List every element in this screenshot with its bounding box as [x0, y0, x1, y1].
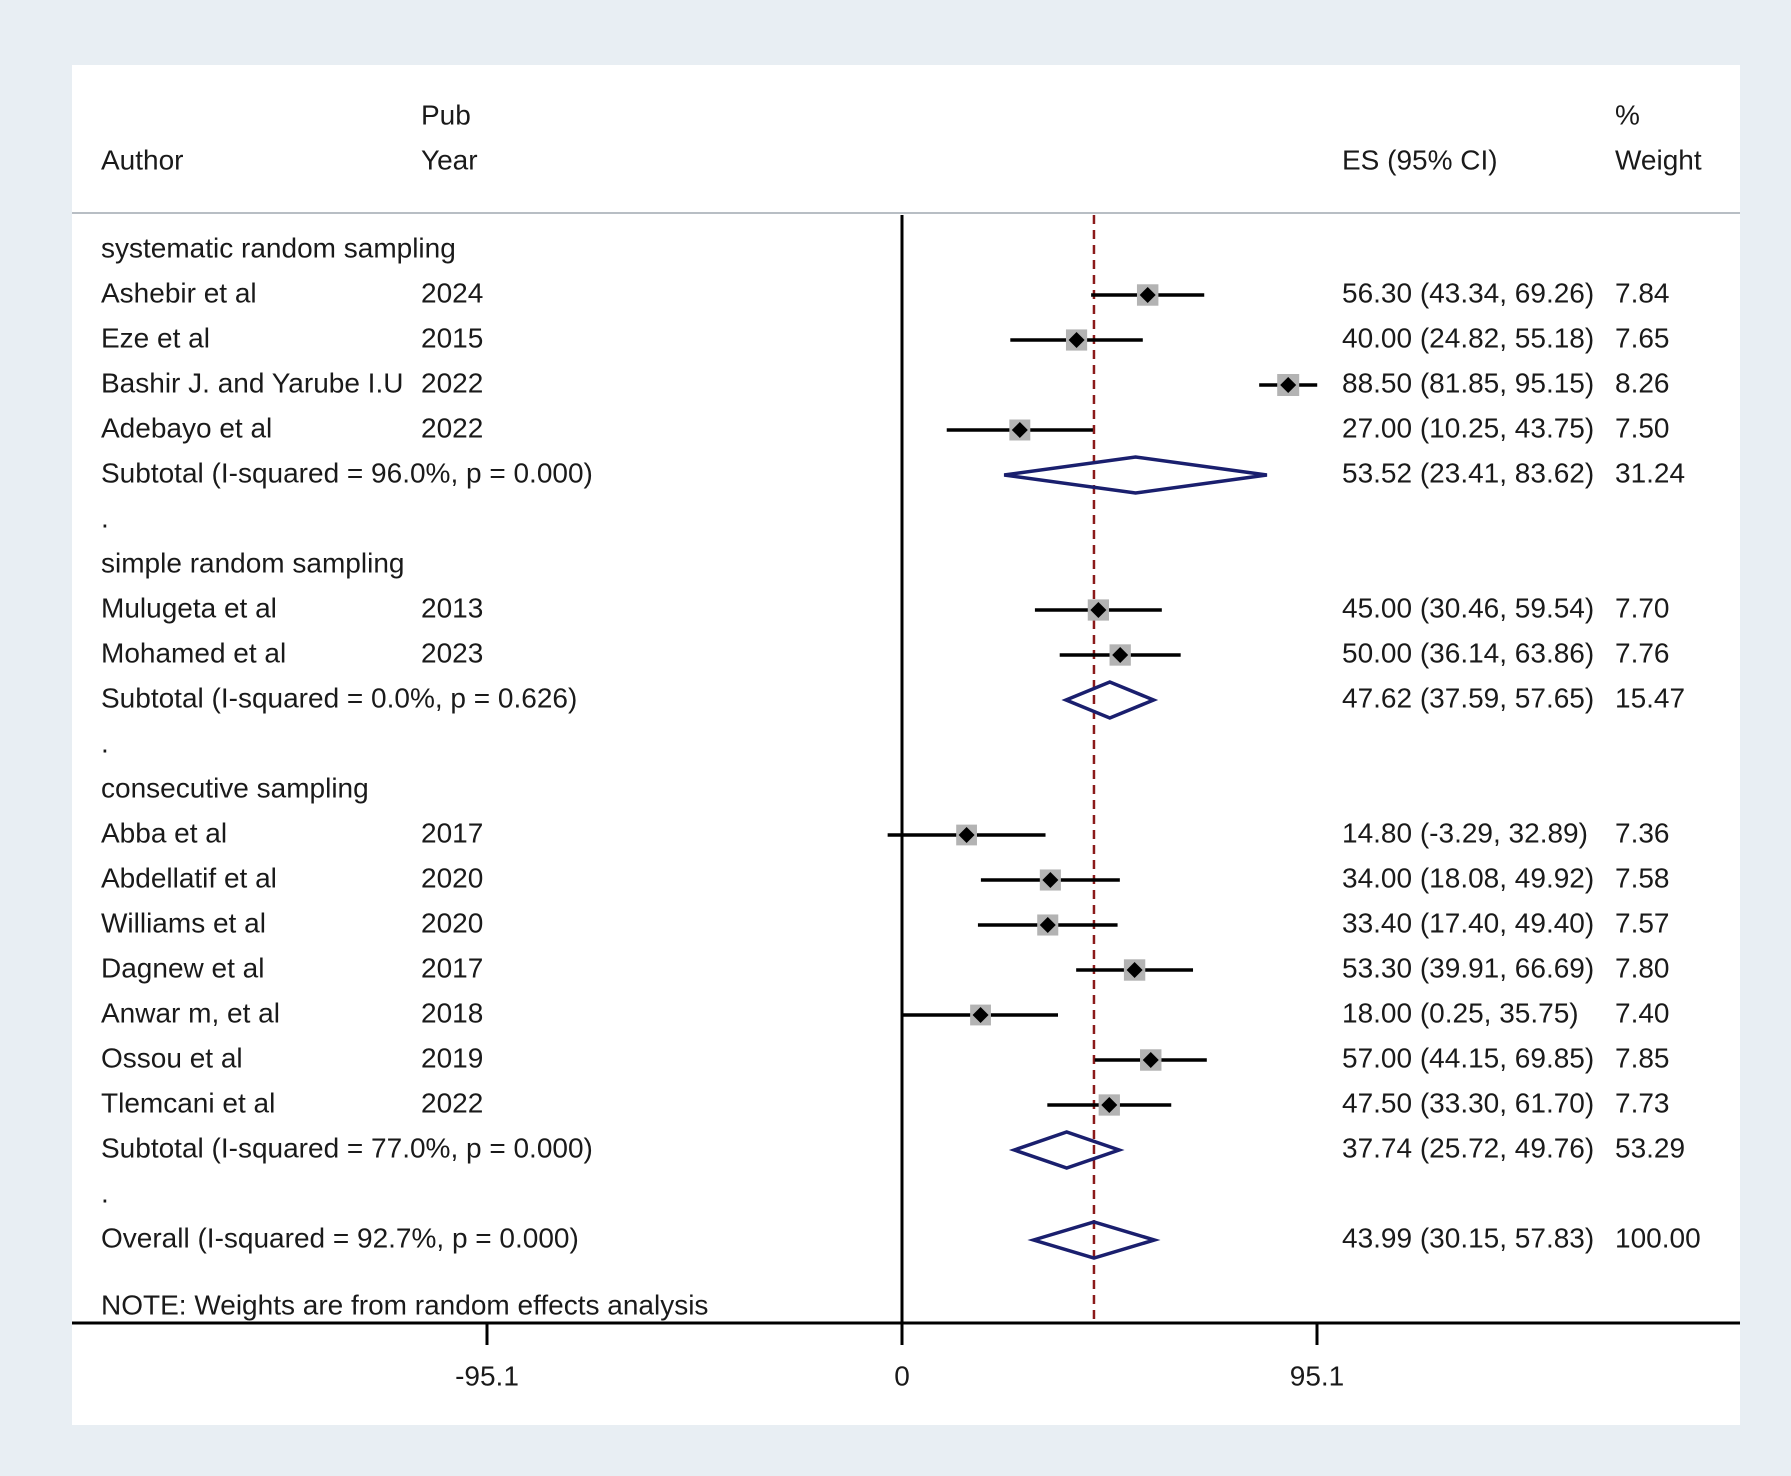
point-estimate: [1139, 287, 1156, 303]
header-es: ES (95% CI): [1342, 144, 1498, 175]
study-author: Dagnew et al: [101, 952, 264, 983]
point-estimate: [1011, 422, 1028, 438]
header-author: Author: [101, 144, 184, 175]
subtotal-es: 53.52 (23.41, 83.62): [1342, 457, 1594, 488]
study-author: Ashebir et al: [101, 277, 257, 308]
x-tick-label: 95.1: [1290, 1360, 1345, 1391]
study-es: 14.80 (-3.29, 32.89): [1342, 817, 1588, 848]
x-tick-label: -95.1: [455, 1360, 519, 1391]
subtotal-es: 47.62 (37.59, 57.65): [1342, 682, 1594, 713]
overall-es: 43.99 (30.15, 57.83): [1342, 1222, 1594, 1253]
study-es: 27.00 (10.25, 43.75): [1342, 412, 1594, 443]
point-estimate: [958, 827, 975, 843]
study-author: Ossou et al: [101, 1042, 243, 1073]
study-weight: 7.40: [1615, 997, 1670, 1028]
study-weight: 7.76: [1615, 637, 1670, 668]
study-year: 2022: [421, 1087, 483, 1118]
study-year: 2017: [421, 817, 483, 848]
subtotal-weight: 31.24: [1615, 457, 1685, 488]
group-separator: .: [101, 502, 109, 533]
subtotal-es: 37.74 (25.72, 49.76): [1342, 1132, 1594, 1163]
x-tick-label: 0: [894, 1360, 910, 1391]
study-year: 2013: [421, 592, 483, 623]
study-author: Williams et al: [101, 907, 266, 938]
overall-weight: 100.00: [1615, 1222, 1701, 1253]
study-weight: 7.65: [1615, 322, 1670, 353]
point-estimate: [1090, 602, 1107, 618]
subtotal-weight: 15.47: [1615, 682, 1685, 713]
group-separator: .: [101, 1177, 109, 1208]
study-author: Anwar m, et al: [101, 997, 280, 1028]
study-year: 2020: [421, 862, 483, 893]
study-year: 2020: [421, 907, 483, 938]
point-estimate: [1101, 1097, 1118, 1113]
study-es: 34.00 (18.08, 49.92): [1342, 862, 1594, 893]
subtotal-weight: 53.29: [1615, 1132, 1685, 1163]
subtotal-diamond: [1008, 1130, 1125, 1170]
header-year: Year: [421, 144, 478, 175]
study-year: 2024: [421, 277, 483, 308]
study-weight: 8.26: [1615, 367, 1670, 398]
study-weight: 7.84: [1615, 277, 1670, 308]
subtotal-label: Subtotal (I-squared = 77.0%, p = 0.000): [101, 1132, 593, 1163]
study-es: 53.30 (39.91, 66.69): [1342, 952, 1594, 983]
plot-panel: Pub Author Year ES (95% CI)% Weight systemati…: [72, 65, 1740, 1425]
subtotal-label: Subtotal (I-squared = 0.0%, p = 0.626): [101, 682, 577, 713]
subtotal-diamond: [1061, 680, 1159, 720]
overall-diamond: [1027, 1220, 1161, 1260]
study-es: 88.50 (81.85, 95.15): [1342, 367, 1594, 398]
header-pub: Pub: [421, 99, 471, 130]
point-estimate: [1068, 332, 1085, 348]
study-year: 2022: [421, 412, 483, 443]
point-estimate: [1126, 962, 1143, 978]
subtotal-label: Subtotal (I-squared = 96.0%, p = 0.000): [101, 457, 593, 488]
study-es: 57.00 (44.15, 69.85): [1342, 1042, 1594, 1073]
study-author: Eze et al: [101, 322, 210, 353]
group-label: simple random sampling: [101, 547, 404, 578]
study-year: 2015: [421, 322, 483, 353]
point-estimate: [1142, 1052, 1159, 1068]
group-label: systematic random sampling: [101, 232, 456, 263]
study-es: 45.00 (30.46, 59.54): [1342, 592, 1594, 623]
study-year: 2022: [421, 367, 483, 398]
study-weight: 7.73: [1615, 1087, 1670, 1118]
point-estimate: [1280, 377, 1297, 393]
study-weight: 7.80: [1615, 952, 1670, 983]
study-year: 2023: [421, 637, 483, 668]
forest-plot: Pub Author Year ES (95% CI)% Weight systemati…: [72, 99, 1740, 1391]
note: NOTE: Weights are from random effects an…: [101, 1289, 708, 1320]
study-author: Bashir J. and Yarube I.U: [101, 367, 403, 398]
point-estimate: [972, 1007, 989, 1023]
overall-label: Overall (I-squared = 92.7%, p = 0.000): [101, 1222, 579, 1253]
study-weight: 7.85: [1615, 1042, 1670, 1073]
study-year: 2017: [421, 952, 483, 983]
study-year: 2019: [421, 1042, 483, 1073]
point-estimate: [1042, 872, 1059, 888]
group-label: consecutive sampling: [101, 772, 369, 803]
study-es: 33.40 (17.40, 49.40): [1342, 907, 1594, 938]
point-estimate: [1039, 917, 1056, 933]
study-author: Mulugeta et al: [101, 592, 277, 623]
study-author: Abba et al: [101, 817, 227, 848]
study-year: 2018: [421, 997, 483, 1028]
study-es: 18.00 (0.25, 35.75): [1342, 997, 1579, 1028]
study-es: 47.50 (33.30, 61.70): [1342, 1087, 1594, 1118]
study-weight: 7.36: [1615, 817, 1670, 848]
study-weight: 7.57: [1615, 907, 1670, 938]
study-es: 40.00 (24.82, 55.18): [1342, 322, 1594, 353]
study-weight: 7.50: [1615, 412, 1670, 443]
study-author: Mohamed et al: [101, 637, 286, 668]
study-es: 56.30 (43.34, 69.26): [1342, 277, 1594, 308]
group-separator: .: [101, 727, 109, 758]
header-weight-percent: %: [1615, 99, 1640, 130]
study-author: Tlemcani et al: [101, 1087, 275, 1118]
study-author: Adebayo et al: [101, 412, 272, 443]
study-weight: 7.70: [1615, 592, 1670, 623]
study-weight: 7.58: [1615, 862, 1670, 893]
study-author: Abdellatif et al: [101, 862, 277, 893]
header-weight: Weight: [1615, 144, 1702, 175]
subtotal-diamond: [1003, 455, 1268, 495]
study-es: 50.00 (36.14, 63.86): [1342, 637, 1594, 668]
point-estimate: [1112, 647, 1129, 663]
